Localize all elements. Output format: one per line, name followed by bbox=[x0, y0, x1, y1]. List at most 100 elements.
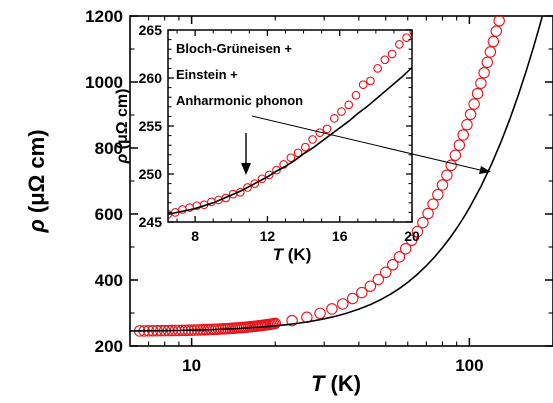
inset-x-axis: 8 12 16 20 bbox=[176, 30, 420, 244]
inset-data-point bbox=[395, 40, 404, 49]
main-data-point bbox=[464, 108, 477, 121]
main-y-tick-label: 800 bbox=[95, 139, 123, 158]
inset-data-point bbox=[301, 142, 310, 152]
main-data-point bbox=[500, 16, 504, 17]
main-data-point bbox=[475, 77, 487, 89]
inset-fit-curve bbox=[168, 66, 412, 216]
fit-model-label-line-2: Einstein + bbox=[176, 67, 238, 82]
main-x-axis-label: T (K) bbox=[311, 371, 361, 396]
inset-x-axis-label-unit: (K) bbox=[283, 245, 311, 264]
main-y-tick-label: 200 bbox=[95, 337, 123, 356]
inset-x-axis-label: T (K) bbox=[273, 245, 312, 264]
main-data-point bbox=[356, 286, 368, 299]
main-x-tick-label: 100 bbox=[455, 356, 483, 375]
main-y-tick-label: 400 bbox=[95, 271, 123, 290]
main-data-point bbox=[269, 317, 281, 330]
main-data-point bbox=[457, 129, 469, 141]
main-data-point bbox=[336, 298, 349, 310]
main-data-point bbox=[286, 314, 298, 327]
main-fit-curve bbox=[130, 16, 544, 332]
main-data-point bbox=[432, 188, 444, 201]
inset-data-point bbox=[293, 148, 303, 158]
inset-data-point bbox=[257, 174, 267, 184]
main-data-point bbox=[449, 149, 462, 162]
main-y-tick-label: 1200 bbox=[85, 7, 123, 26]
fit-model-label-line-3: Anharmonic phonon bbox=[176, 93, 303, 108]
main-y-axis-label-symbol: ρ bbox=[24, 219, 49, 233]
main-data-point bbox=[427, 198, 439, 210]
inset-y-axis-label: ρ (μΩ cm) bbox=[114, 89, 131, 165]
inset-data-point bbox=[286, 153, 296, 163]
main-data-point bbox=[387, 258, 399, 271]
main-y-axis-label: ρ (μΩ cm) bbox=[24, 129, 49, 233]
main-x-axis: 10 100 bbox=[148, 16, 553, 375]
main-data-point bbox=[436, 179, 449, 191]
main-data-point bbox=[417, 216, 429, 229]
inset-data-point bbox=[358, 80, 368, 90]
main-y-axis-label-unit: (μΩ cm) bbox=[24, 129, 49, 219]
main-data-point bbox=[399, 242, 412, 255]
main-data-point bbox=[461, 118, 473, 131]
annotation-connector-line bbox=[251, 115, 481, 171]
inset-data-point bbox=[402, 33, 411, 43]
main-data-point bbox=[445, 159, 457, 172]
main-data-point bbox=[405, 234, 418, 247]
main-data-point bbox=[372, 273, 385, 286]
inset-y-axis-label-symbol: ρ bbox=[114, 153, 131, 164]
main-data-point bbox=[484, 46, 497, 58]
inset-data-point bbox=[250, 179, 260, 188]
inset-x-tick-label: 12 bbox=[260, 228, 276, 244]
main-data-point bbox=[314, 307, 326, 320]
main-x-axis-label-symbol: T bbox=[311, 371, 326, 396]
main-y-tick-label: 1000 bbox=[85, 73, 123, 92]
main-x-axis-label-unit: (K) bbox=[324, 371, 361, 396]
inset-data-point bbox=[264, 170, 274, 180]
inset-y-axis: 245 250 255 260 265 bbox=[139, 22, 412, 230]
main-y-axis: 200 400 600 800 1000 1200 bbox=[85, 7, 553, 356]
main-data-point bbox=[441, 169, 453, 181]
main-x-tick-label: 10 bbox=[182, 356, 201, 375]
inset-data-point bbox=[329, 113, 339, 123]
main-data-point bbox=[346, 292, 359, 305]
main-y-tick-label: 600 bbox=[95, 205, 123, 224]
inset-x-axis-label-symbol: T bbox=[273, 245, 285, 264]
inset-data-point bbox=[409, 30, 412, 36]
main-data-point bbox=[471, 87, 484, 100]
main-data-point bbox=[453, 139, 466, 151]
main-data-point bbox=[422, 207, 434, 220]
inset-y-tick-label: 265 bbox=[139, 22, 163, 38]
inset-data-point bbox=[322, 124, 332, 134]
fit-model-label-line-1: Bloch-Grüneisen + bbox=[176, 41, 292, 56]
inset-data-point bbox=[243, 183, 252, 192]
inset-chart: 8 12 16 20 245 250 255 260 265 Bloch-Grüneisen … bbox=[114, 22, 420, 264]
inset-data-point bbox=[366, 76, 375, 86]
inset-data-point bbox=[221, 193, 231, 203]
main-data-point bbox=[380, 266, 392, 279]
main-data-point bbox=[481, 56, 494, 69]
inset-y-tick-label: 250 bbox=[139, 166, 163, 182]
inset-data-point bbox=[380, 55, 390, 65]
inset-x-tick-label: 20 bbox=[404, 228, 420, 244]
main-data-point bbox=[393, 251, 406, 263]
inset-x-tick-label: 8 bbox=[191, 228, 199, 244]
inset-data-series bbox=[168, 30, 412, 219]
main-data-point bbox=[326, 303, 338, 315]
inset-y-axis-label-unit: (μΩ cm) bbox=[114, 89, 131, 154]
main-chart: 10 100 200 400 600 800 1000 1200 T (K) ρ (μΩ c… bbox=[24, 0, 553, 396]
main-data-point bbox=[411, 225, 424, 238]
main-data-point bbox=[487, 35, 500, 48]
inset-data-point bbox=[308, 135, 317, 144]
inset-x-tick-label: 16 bbox=[332, 228, 348, 244]
main-data-point bbox=[499, 0, 509, 5]
main-data-point bbox=[364, 280, 377, 292]
inset-data-point bbox=[344, 100, 354, 110]
inset-data-point bbox=[337, 107, 346, 116]
inset-data-point bbox=[351, 90, 361, 100]
main-data-point bbox=[490, 25, 503, 37]
annotation-connector-arrowhead bbox=[479, 166, 491, 174]
fit-model-pointer-arrowhead bbox=[241, 163, 251, 175]
inset-y-tick-label: 255 bbox=[139, 118, 163, 134]
inset-data-point bbox=[272, 165, 281, 175]
main-data-point bbox=[493, 16, 505, 27]
